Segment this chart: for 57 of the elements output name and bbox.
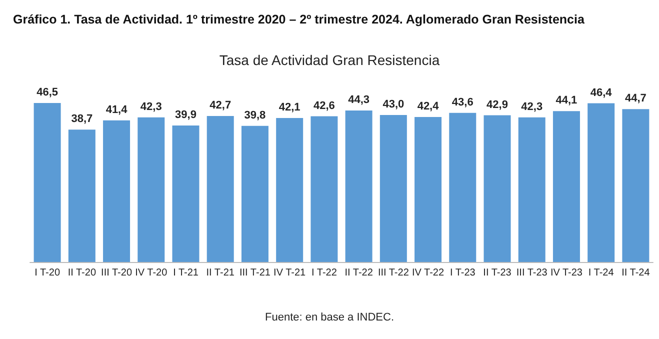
bar [552,111,580,262]
data-label: 44,1 [556,94,578,107]
bar [484,115,511,262]
bar [241,126,268,262]
bar [103,120,130,262]
data-label: 44,3 [348,94,370,106]
x-tick-label: III T-21 [239,268,271,278]
x-tick-label: I T-21 [173,268,199,278]
x-tick-label: I T-24 [588,268,614,278]
source-note: Fuente: en base a INDEC. [264,312,394,324]
x-tick-label: IV T-22 [412,268,444,278]
data-label: 39,9 [175,109,196,122]
data-label: 39,8 [244,109,266,122]
x-tick-label: IV T-23 [550,268,583,278]
bar [345,110,372,262]
data-label: 42,3 [521,100,543,113]
data-label: 42,6 [313,100,335,112]
x-tick-label: I T-22 [312,268,338,278]
bar [172,126,200,262]
bar [138,117,165,262]
bar [68,130,96,262]
x-tick-label: III T-23 [516,268,548,278]
data-label: 46,5 [36,86,58,98]
bar [34,102,61,262]
data-label: 42,1 [278,102,300,114]
data-label: 38,7 [71,113,93,126]
bar [588,103,615,262]
x-tick-label: II T-20 [68,268,96,278]
x-tick-label: IV T-21 [274,268,306,278]
bar [449,112,476,262]
x-tick-label: III T-20 [101,268,132,278]
data-label: 46,4 [590,86,613,99]
bar [622,109,650,262]
bar [206,116,234,262]
data-label: 42,3 [140,100,162,113]
x-tick-label: II T-23 [483,268,512,278]
x-tick-label: III T-22 [378,268,410,278]
bar [518,117,546,262]
data-label: 42,7 [210,99,232,112]
bar [310,116,338,262]
chart-subtitle: Tasa de Actividad Gran Resistencia [219,52,440,68]
bar [414,116,442,262]
data-label: 44,7 [624,92,646,105]
bar [276,118,304,262]
chart-title: Gráfico 1. Tasa de Actividad. 1º trimestre 2020 – 2º trimestre 2024. Aglomerado Gran Resistencia [13,12,586,26]
x-tick-label: II T-22 [344,268,374,278]
x-tick-label: IV T-20 [135,268,168,278]
data-label: 43,6 [452,96,474,108]
data-label: 42,4 [417,100,440,112]
data-label: 41,4 [106,104,128,116]
bar [380,114,407,262]
data-label: 43,0 [382,98,404,110]
data-label: 42,9 [486,98,508,111]
x-tick-label: I T-20 [34,268,60,278]
x-tick-label: II T-24 [622,268,650,278]
x-tick-label: II T-21 [206,268,235,278]
x-tick-label: I T-23 [450,268,476,278]
